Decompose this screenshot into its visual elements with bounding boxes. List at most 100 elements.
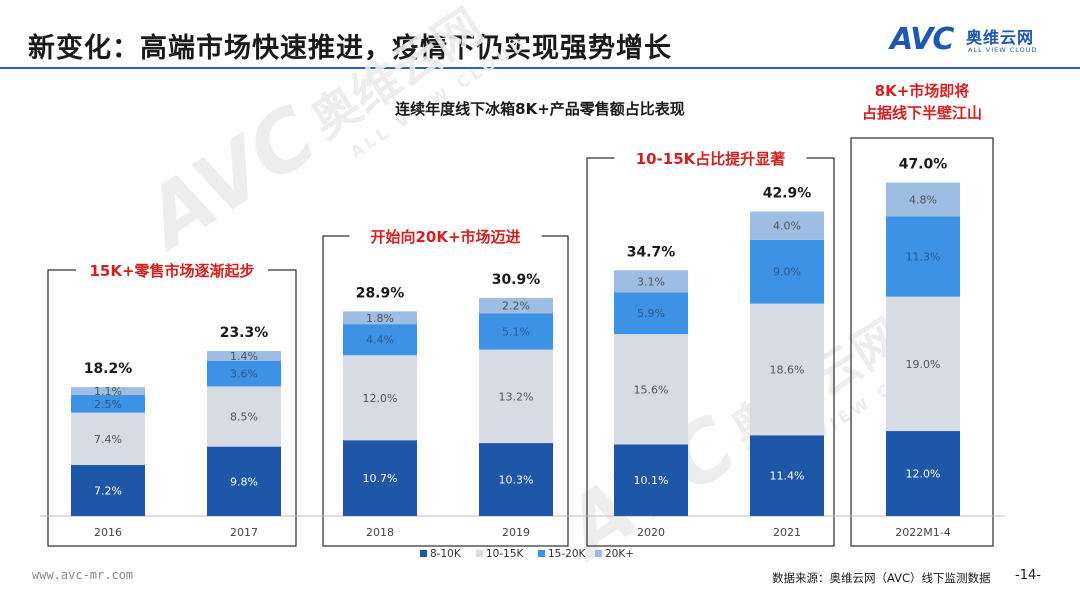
- segment-label: 12.0%: [906, 468, 941, 481]
- group-box: 开始向20K+市场迈进: [322, 224, 569, 547]
- bar-segment-10-15K: [343, 355, 417, 441]
- segment-label: 1.4%: [230, 350, 258, 363]
- bar-segment-15-20K: [614, 292, 688, 335]
- legend-label: 15-20K: [548, 548, 587, 560]
- segment-label: 19.0%: [906, 358, 941, 371]
- logo-cn-name: 奥维云网: [966, 28, 1035, 47]
- segment-label: 15.6%: [634, 383, 669, 396]
- legend-item: 15-20K: [538, 548, 587, 560]
- segment-label: 7.2%: [94, 485, 122, 498]
- bar-segment-8-10K: [207, 446, 281, 516]
- segment-label: 5.1%: [502, 326, 530, 339]
- segment-label: 10.3%: [499, 474, 534, 487]
- group-label: 15K+零售市场逐渐起步: [89, 262, 254, 280]
- bars-layer: 7.2% 7.4% 2.5%1.1% 18.2% 2016 9.8% 8.5% 3.6% 1.4…: [71, 157, 960, 539]
- group-label-line: 8K+市场即将: [875, 82, 970, 100]
- bar-segment-8-10K: [479, 443, 553, 516]
- group-box-frame: [850, 137, 994, 547]
- x-tick-label: 2022M1-4: [895, 526, 950, 539]
- bar-segment-10-15K: [479, 349, 553, 444]
- segment-label: 3.1%: [637, 275, 665, 288]
- segment-label: 7.4%: [94, 433, 122, 446]
- bar-segment-8-10K: [614, 444, 688, 516]
- group-boxes: 15K+零售市场逐渐起步 开始向20K+市场迈进 10-15K占比提升显著 8K+市场…: [47, 82, 994, 547]
- legend: 8-10K 10-15K 15-20K 20K+: [420, 548, 634, 560]
- total-label: 23.3%: [220, 325, 269, 341]
- bar-segment-15-20K: [207, 360, 281, 387]
- bar-segment-8-10K: [71, 465, 145, 516]
- bar-segment-20K+: [479, 297, 553, 314]
- bar-segment-15-20K: [886, 216, 960, 297]
- total-label: 47.0%: [899, 157, 948, 173]
- total-label: 30.9%: [492, 272, 541, 288]
- bar-stack: 9.8% 8.5% 3.6% 1.4% 23.3% 2017: [207, 325, 281, 539]
- bar-segment-20K+: [750, 211, 824, 240]
- group-box: 10-15K占比提升显著: [586, 146, 835, 547]
- x-tick-label: 2019: [502, 526, 530, 539]
- total-label: 28.9%: [356, 285, 405, 301]
- segment-label: 1.1%: [94, 385, 122, 398]
- segment-label: 2.2%: [502, 300, 530, 313]
- bar-segment-20K+: [886, 182, 960, 217]
- total-label: 18.2%: [84, 361, 133, 377]
- bar-segment-20K+: [614, 270, 688, 293]
- avc-logo: AVC 奥维云网 ALL VIEW CLOUD: [890, 18, 1060, 62]
- legend-label: 20K+: [605, 548, 634, 560]
- bar-segment-20K+: [207, 351, 281, 361]
- legend-swatch: [595, 550, 602, 557]
- group-label-bg: [349, 224, 542, 248]
- bar-segment-10-15K: [886, 296, 960, 432]
- total-label: 42.9%: [763, 186, 812, 202]
- legend-item: 8-10K: [420, 548, 462, 560]
- x-tick-label: 2016: [94, 526, 122, 539]
- bar-stack: 10.1% 15.6% 5.9% 3.1% 34.7% 2020: [614, 244, 688, 539]
- segment-label: 8.5%: [230, 411, 258, 424]
- x-tick-label: 2018: [366, 526, 394, 539]
- segment-label: 18.6%: [770, 363, 805, 376]
- bar-segment-20K+: [71, 387, 145, 395]
- group-label: 10-15K占比提升显著: [636, 150, 786, 168]
- segment-label: 4.0%: [773, 220, 801, 233]
- bar-segment-8-10K: [343, 440, 417, 516]
- segment-label: 1.8%: [366, 312, 394, 325]
- bar-segment-15-20K: [343, 324, 417, 356]
- group-box: 15K+零售市场逐渐起步: [47, 258, 297, 547]
- x-tick-label: 2021: [773, 526, 801, 539]
- bar-stack: 11.4% 18.6% 9.0% 4.0% 42.9% 2021: [750, 186, 824, 539]
- bar-segment-15-20K: [479, 313, 553, 350]
- segment-label: 4.4%: [366, 334, 394, 347]
- x-tick-label: 2020: [637, 526, 665, 539]
- bar-segment-10-15K: [750, 303, 824, 436]
- group-label-bg: [614, 146, 807, 170]
- page-number: -14-: [1015, 568, 1041, 583]
- bar-segment-8-10K: [750, 435, 824, 516]
- legend-item: 20K+: [595, 548, 634, 560]
- footer-url: www.avc-mr.com: [32, 568, 134, 582]
- bar-segment-10-15K: [207, 386, 281, 447]
- bar-stack: 12.0% 19.0% 11.3% 4.8% 47.0% 2022M1-4: [886, 157, 960, 539]
- group-label: 开始向20K+市场迈进: [370, 228, 520, 246]
- legend-label: 10-15K: [486, 548, 525, 560]
- segment-label: 3.6%: [230, 368, 258, 381]
- bar-segment-8-10K: [886, 431, 960, 516]
- logo-en-name: ALL VIEW CLOUD: [968, 46, 1038, 54]
- footer-source: 数据来源：奥维云网（AVC）线下监测数据: [772, 571, 991, 585]
- legend-swatch: [476, 550, 483, 557]
- chart-title: 连续年度线下冰箱8K+产品零售额占比表现: [395, 100, 685, 118]
- x-tick-label: 2017: [230, 526, 258, 539]
- group-label-line: 占据线下半壁江山: [862, 104, 982, 122]
- bar-stack: 10.7% 12.0% 4.4% 1.8% 28.9% 2018: [343, 285, 417, 539]
- segment-label: 4.8%: [909, 194, 937, 207]
- segment-label: 5.9%: [637, 307, 665, 320]
- bar-stack: 10.3% 13.2% 5.1% 2.2% 30.9% 2019: [479, 272, 553, 539]
- segment-label: 13.2%: [499, 390, 534, 403]
- bar-segment-10-15K: [614, 334, 688, 445]
- logo-mark: AVC: [890, 22, 954, 57]
- bar-segment-15-20K: [750, 239, 824, 304]
- bar-segment-20K+: [343, 311, 417, 325]
- total-label: 34.7%: [627, 244, 676, 260]
- segment-label: 12.0%: [363, 392, 398, 405]
- bar-stack: 7.2% 7.4% 2.5%1.1% 18.2% 2016: [71, 361, 145, 539]
- bar-segment-15-20K: [71, 394, 145, 413]
